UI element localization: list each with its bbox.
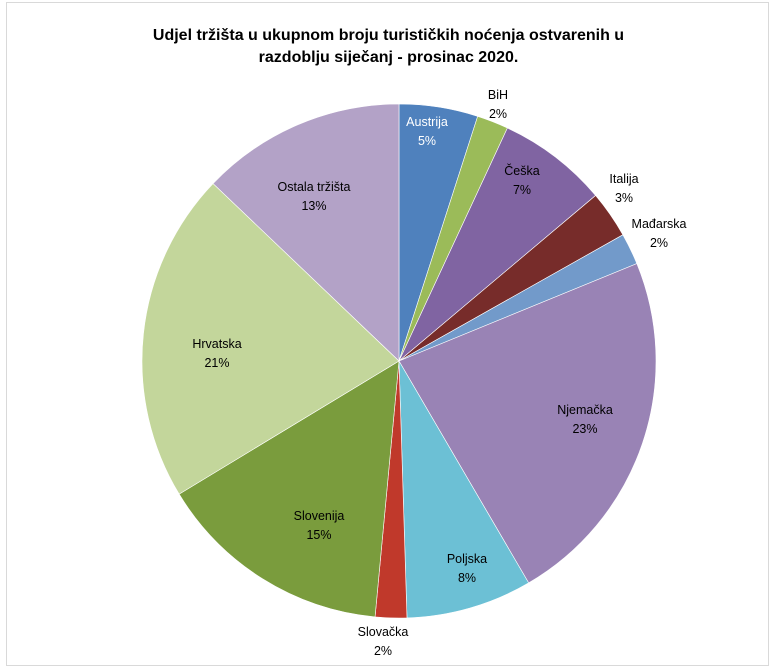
pie-slice-ostala-tr-i-ta xyxy=(212,103,400,362)
chart-title: Udjel tržišta u ukupnom broju turistički… xyxy=(7,25,770,69)
slice-value--e-ka: 7% xyxy=(513,183,531,197)
chart-title-line-2: razdoblju siječanj - prosinac 2020. xyxy=(258,49,519,66)
pie-slice-poljska xyxy=(398,360,530,619)
slice-value-bih: 2% xyxy=(489,107,507,121)
chart-title-line-1: Udjel tržišta u ukupnom broju turistički… xyxy=(152,27,625,44)
chart-area: Udjel tržišta u ukupnom broju turistički… xyxy=(6,2,769,666)
slice-label-slova-ka: Slovačka xyxy=(358,625,409,639)
slice-value-slovenija: 15% xyxy=(306,528,331,542)
slice-label-italija: Italija xyxy=(609,172,638,186)
slice-value-njema-ka: 23% xyxy=(572,422,597,436)
pie-slice--e-ka xyxy=(398,127,597,362)
slice-value-slova-ka: 2% xyxy=(374,644,392,658)
pie-slice-njema-ka xyxy=(398,263,657,584)
pie-slice-hrvatska xyxy=(141,183,400,495)
slice-label-austrija: Austrija xyxy=(406,115,448,129)
pie-slice-slovenija xyxy=(178,360,400,618)
slice-label-hrvatska: Hrvatska xyxy=(192,337,241,351)
slice-value-hrvatska: 21% xyxy=(204,356,229,370)
slice-value-ma-arska: 2% xyxy=(650,236,668,250)
slice-label--e-ka: Češka xyxy=(504,163,539,178)
slice-value-poljska: 8% xyxy=(458,571,476,585)
slice-label-ma-arska: Mađarska xyxy=(632,217,687,231)
slice-label-ostala-tr-i-ta: Ostala tržišta xyxy=(278,180,351,194)
slice-value-austrija: 5% xyxy=(418,134,436,148)
slice-label-bih: BiH xyxy=(488,88,508,102)
slice-label-poljska: Poljska xyxy=(447,552,487,566)
slice-label-slovenija: Slovenija xyxy=(294,509,345,523)
slice-label-njema-ka: Njemačka xyxy=(557,403,613,417)
slice-value-italija: 3% xyxy=(615,191,633,205)
pie-chart: Austrija 5% BiH 2% Češka 7% Italija 3% Mađarska 2… xyxy=(141,88,687,658)
slice-value-ostala-tr-i-ta: 13% xyxy=(301,199,326,213)
